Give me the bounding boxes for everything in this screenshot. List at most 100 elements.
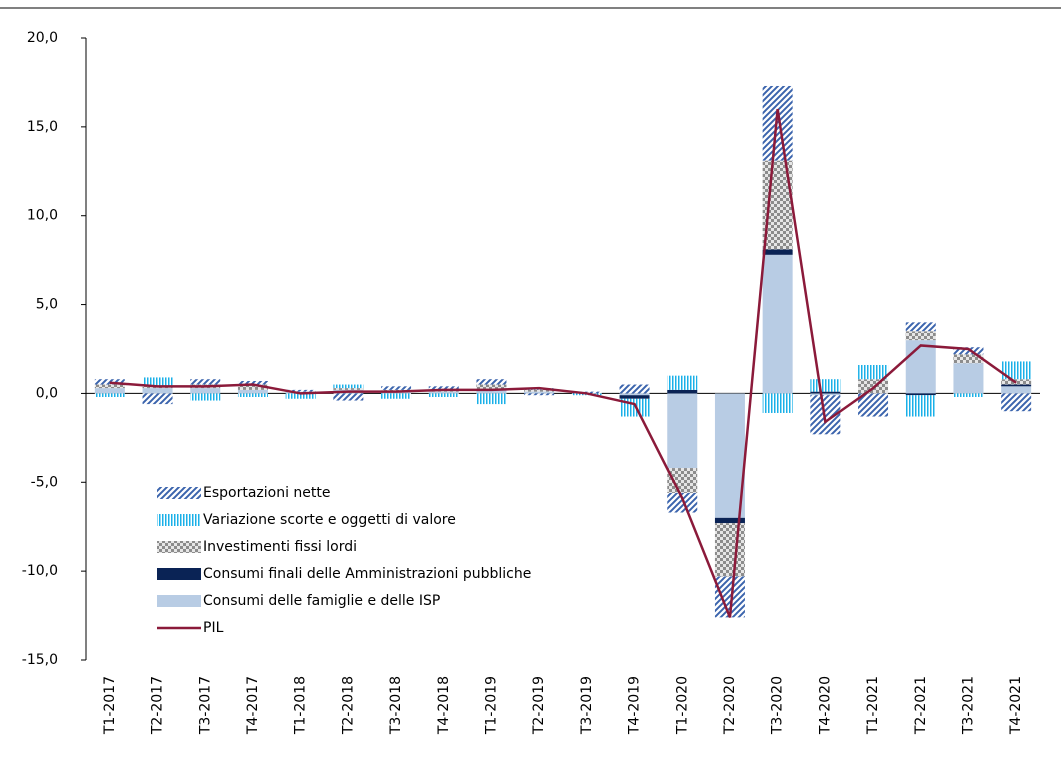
y-tick-label: 5,0 <box>36 297 58 313</box>
bar <box>237 389 268 394</box>
bar <box>619 393 650 396</box>
bar <box>524 393 555 396</box>
y-tick-label: 10,0 <box>27 208 58 224</box>
bar <box>619 395 650 399</box>
bar <box>1001 386 1032 394</box>
legend-label: Consumi delle famiglie e delle ISP <box>203 593 440 609</box>
x-tick-label: T4-2018 <box>436 676 452 735</box>
bar <box>762 85 793 161</box>
bar <box>285 393 316 399</box>
bar <box>810 379 841 392</box>
line-series <box>109 108 1017 618</box>
bar <box>476 389 507 394</box>
bar <box>953 363 984 394</box>
bar <box>953 354 984 364</box>
bar <box>190 393 221 401</box>
bar <box>1001 361 1032 380</box>
bar <box>762 249 793 255</box>
bar <box>667 492 698 513</box>
bar <box>810 391 841 394</box>
bar <box>667 389 698 394</box>
bar <box>905 340 936 394</box>
bar <box>94 379 125 385</box>
y-tick-label: -5,0 <box>31 474 58 490</box>
x-tick-label: T3-2018 <box>388 676 404 735</box>
bar <box>476 393 507 405</box>
bar <box>285 389 316 392</box>
legend-label: Esportazioni nette <box>203 485 331 501</box>
bar <box>714 393 745 518</box>
legend-swatch <box>157 514 201 526</box>
y-tick-label: 15,0 <box>27 119 58 135</box>
y-tick-label: -15,0 <box>22 652 58 668</box>
bar <box>237 380 268 385</box>
bar <box>1001 393 1032 412</box>
x-tick-label: T1-2018 <box>293 676 309 735</box>
bar <box>905 395 936 417</box>
bar <box>333 384 364 389</box>
bar <box>190 388 221 394</box>
bar <box>381 386 412 390</box>
legend-swatch <box>157 568 201 580</box>
bar <box>381 393 412 399</box>
bar <box>142 377 173 387</box>
bar <box>190 379 221 385</box>
bar <box>858 393 889 417</box>
bar <box>94 384 125 389</box>
x-tick-label: T4-2019 <box>627 676 643 735</box>
legend-label: PIL <box>203 620 224 636</box>
legend-swatch <box>157 595 201 607</box>
x-tick-label: T1-2017 <box>102 676 118 735</box>
bar <box>237 384 268 390</box>
legend-label: Consumi finali delle Amministrazioni pub… <box>203 566 531 582</box>
legend-label: Investimenti fissi lordi <box>203 539 357 555</box>
legend-swatch <box>157 487 201 499</box>
x-tick-label: T2-2017 <box>150 676 166 735</box>
bar <box>905 331 936 341</box>
bar <box>714 517 745 524</box>
legend-label: Variazione scorte e oggetti di valore <box>203 512 456 528</box>
bar <box>333 388 364 390</box>
bar <box>428 386 459 390</box>
bar <box>476 379 507 385</box>
bar <box>94 388 125 394</box>
x-tick-label: T3-2019 <box>579 676 595 735</box>
x-tick-label: T3-2021 <box>960 676 976 735</box>
bar <box>714 523 745 577</box>
bar <box>237 393 268 397</box>
x-tick-label: T3-2020 <box>770 676 786 735</box>
bar <box>762 254 793 394</box>
x-tick-label: T4-2017 <box>245 676 261 735</box>
bar <box>428 393 459 397</box>
bar <box>905 393 936 396</box>
bar <box>810 393 841 396</box>
x-tick-label: T2-2019 <box>531 676 547 735</box>
bar <box>667 375 698 390</box>
bar <box>953 393 984 397</box>
bar <box>428 391 459 394</box>
bar <box>524 389 555 392</box>
x-tick-label: T4-2021 <box>1008 676 1024 735</box>
bar <box>953 347 984 355</box>
x-tick-label: T1-2021 <box>865 676 881 735</box>
x-tick-label: T2-2020 <box>722 676 738 735</box>
bar <box>667 393 698 469</box>
bar <box>667 468 698 493</box>
bar <box>524 391 555 394</box>
bar <box>333 393 364 401</box>
bar <box>858 364 889 380</box>
bar <box>142 393 173 405</box>
x-tick-label: T2-2021 <box>913 676 929 735</box>
bar <box>905 322 936 332</box>
x-tick-label: T2-2018 <box>340 676 356 735</box>
bar <box>619 384 650 394</box>
x-tick-label: T1-2020 <box>674 676 690 735</box>
x-tick-label: T1-2019 <box>483 676 499 735</box>
bar <box>94 393 125 397</box>
y-tick-label: 20,0 <box>27 30 58 46</box>
bar <box>142 388 173 394</box>
legend-swatch <box>157 541 201 553</box>
x-tick-label: T4-2020 <box>817 676 833 735</box>
bar <box>476 384 507 390</box>
